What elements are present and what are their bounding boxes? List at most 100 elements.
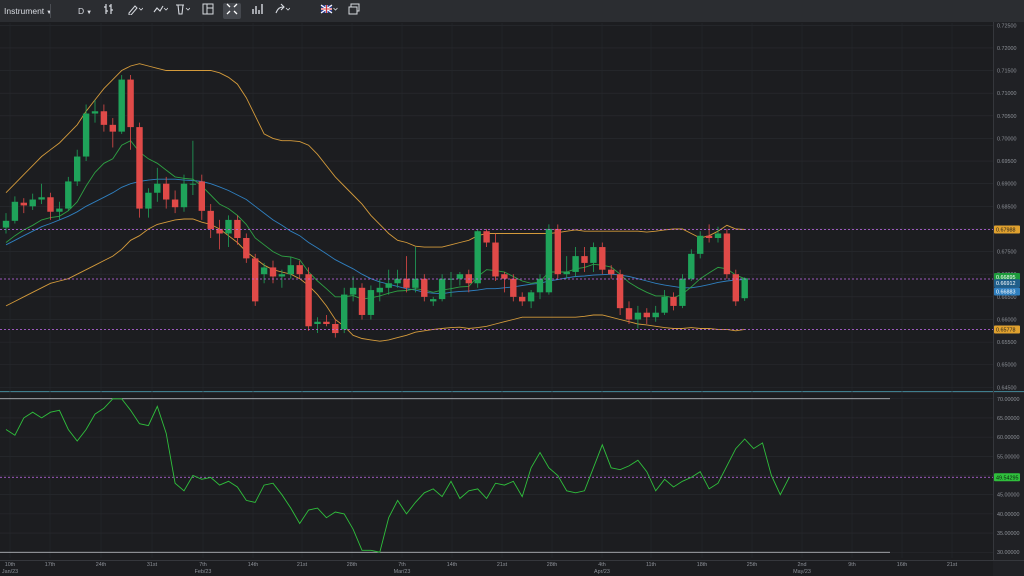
eye-icon[interactable]: ◉ [30,34,36,40]
candle-bull [394,278,401,284]
date-tick-label: 7th [398,562,406,568]
eye-icon[interactable]: ◉ [32,44,38,50]
candle-bear [483,231,490,243]
crosshair-button[interactable] [223,3,241,19]
price-tick-label: 0.66000 [997,317,1017,323]
candle-bull [56,208,63,212]
main-legend: AUD/USD (Bid) - Daily - Candlestick 90/3… [5,24,247,31]
rsi-line [5,398,790,553]
candle-bull [367,290,375,315]
bb-upper-tag: 0.67988 [996,227,1016,233]
draw-button[interactable] [125,3,145,19]
collapse-up-icon[interactable]: ▲ [974,24,983,33]
candle-bear [332,324,339,334]
candle-bull [697,235,704,254]
candle-bear [243,238,250,259]
rsi-tag-bg [994,473,1020,482]
move-up-icon[interactable]: ▲ [958,394,966,403]
layout-button[interactable] [200,3,216,19]
close-tag: 0.66912 [996,281,1016,287]
eye-icon[interactable]: ◉ [47,395,52,401]
toolbar-divider [50,4,51,18]
candle-bear [510,278,517,297]
candle-bear [47,197,54,212]
date-tick-label: 14th [447,562,458,568]
expand-icon[interactable]: ⤢ [967,394,975,403]
gear-icon[interactable]: ✱ [46,44,52,50]
collapse-up-icon[interactable]: ▲ [976,394,985,403]
month-tick-label: Feb/23 [195,569,212,575]
price-tick-label: 0.68500 [997,204,1017,210]
date-tick-label: 17th [45,562,56,568]
draw-icon [128,5,144,16]
date-tick-label: 21st [297,562,308,568]
candle-bear [252,258,259,302]
candle-bull [385,283,392,288]
close-icon[interactable]: ✖ [53,395,59,401]
candle-bear [519,296,526,302]
bar-type-button[interactable] [101,3,119,19]
candle-bear [136,127,143,209]
candle-bear [198,181,205,211]
candle-bear [163,183,170,200]
candle-bear [207,210,214,229]
candle-bear [581,256,588,263]
eye-icon[interactable]: ◉ [119,24,124,30]
rsi-tick-label: 50.00000 [997,474,1019,480]
ema-label: EMA (10) [5,34,29,40]
candle-bull [634,312,642,320]
candle-bear [305,274,312,327]
ema-line [5,140,745,300]
candle-bear [358,287,366,315]
month-tick-label: Jan/23 [2,569,18,575]
trash-button[interactable] [172,3,192,19]
candle-bull [714,233,722,239]
close-icon[interactable]: ✖ [39,44,45,50]
candle-bear [554,228,561,275]
price-tick-label: 0.67500 [997,250,1017,256]
candle-bull [260,267,268,275]
bb-upper-line [5,63,745,248]
rsi-value: 49.54295 [70,395,95,401]
window-button[interactable] [346,3,362,19]
price-tick-label: 0.66500 [997,295,1017,301]
candle-bear [109,124,116,132]
share-button[interactable] [272,3,292,19]
rsi-tick-label: 65.00000 [997,416,1019,422]
bb-lower-tag-bg [994,325,1020,334]
candle-bull [572,256,579,272]
rsi-tick-label: 60.00000 [997,435,1019,441]
language-button[interactable] [318,3,340,19]
gear-icon[interactable]: ✱ [60,395,66,401]
candle-bull [11,201,19,221]
month-tick-label: Apr/23 [594,569,610,575]
price-tick-label: 0.68000 [997,227,1017,233]
crosshair-icon [226,3,238,15]
timeframe-label: D [77,6,85,16]
candle-bull [65,181,72,209]
ema-tag: 0.66895 [996,275,1016,281]
gear-icon[interactable]: ✱ [44,34,50,40]
candle-bull [278,274,286,277]
expand-icon[interactable]: ⤢ [966,24,973,33]
instrument-button[interactable]: Instrument▼ [4,3,52,19]
candle-bull [545,228,553,293]
close-icon[interactable]: ✖ [37,34,43,40]
rsi-tick-label: 35.00000 [997,531,1019,537]
date-tick-label: 10th [5,562,16,568]
bb-mid-tag: 0.66883 [996,290,1016,296]
drag-button[interactable] [150,3,170,19]
timeframe-button[interactable]: D ▼ [76,3,94,19]
date-tick-label: 9th [848,562,856,568]
rsi-tick-label: 40.00000 [997,512,1019,518]
bb-mid-line [5,178,745,295]
chart-type-button[interactable] [250,3,264,19]
candle-bull [225,219,232,234]
toolbar: Instrument▼ D▼ [0,0,1024,23]
candle-bear [100,111,108,125]
candle-bull [447,278,455,280]
candle-bull [74,156,81,182]
candle-bull [82,113,90,157]
candle-bull [349,287,357,295]
